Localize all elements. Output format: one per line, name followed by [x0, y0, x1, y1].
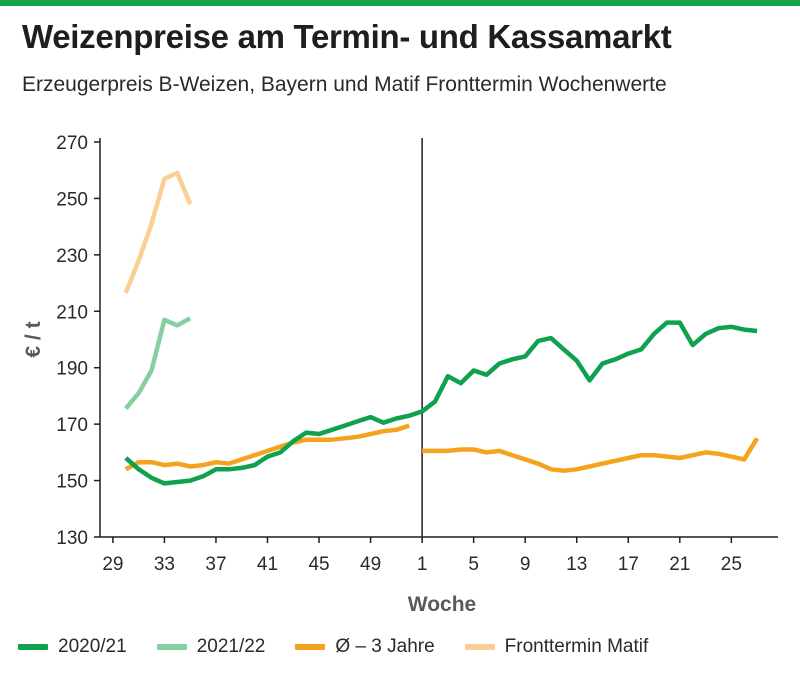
series-line-3-jahre [124, 423, 410, 472]
series-line-2021-22 [124, 316, 192, 411]
x-tick-label: 9 [520, 554, 531, 575]
legend-item: Ø – 3 Jahre [295, 636, 435, 658]
legend-item: Fronttermin Matif [464, 636, 649, 658]
x-tick-label: 5 [468, 554, 479, 575]
x-axis-title: Woche [408, 593, 476, 616]
x-tick-label: 1 [417, 554, 428, 575]
x-tick-label: 21 [669, 554, 690, 575]
x-tick-label: 29 [102, 554, 123, 575]
chart-ticks: 130 150 170 190 210 230 250 270 29 33 37 41 45 49 1 5 9 1… [22, 133, 742, 616]
series-line-3-jahre [422, 437, 760, 473]
legend-label: Fronttermin Matif [504, 636, 649, 657]
y-tick-label: 230 [56, 246, 88, 267]
top-accent-bar [0, 0, 800, 6]
chart-series [123, 170, 760, 486]
x-tick-label: 45 [308, 554, 329, 575]
y-tick-label: 250 [56, 189, 88, 210]
x-tick-label: 49 [360, 554, 381, 575]
y-tick-label: 190 [56, 359, 88, 380]
y-tick-label: 150 [56, 472, 88, 493]
x-tick-label: 13 [566, 554, 587, 575]
chart-axes [99, 138, 778, 538]
x-tick-label: 33 [154, 554, 175, 575]
legend-item: 2021/22 [156, 636, 266, 658]
chart-legend: 2020/21 2021/22 Ø – 3 Jahre Fronttermin Mat… [18, 634, 678, 660]
legend-label: 2020/21 [58, 636, 127, 657]
x-tick-label: 41 [257, 554, 278, 575]
series-line-2020-21 [124, 320, 758, 486]
legend-swatch [156, 644, 187, 650]
y-tick-label: 170 [56, 415, 88, 436]
legend-swatch [295, 644, 326, 650]
y-tick-label: 210 [56, 302, 88, 323]
chart-subtitle: Erzeugerpreis B-Weizen, Bayern und Matif… [22, 73, 667, 96]
chart-title: Weizenpreise am Termin- und Kassamarkt [22, 18, 672, 55]
series-line-fronttermin-matif [123, 170, 193, 294]
x-tick-label: 25 [721, 554, 742, 575]
y-tick-label: 130 [56, 528, 88, 549]
legend-label: Ø – 3 Jahre [335, 636, 435, 657]
y-tick-label: 270 [56, 133, 88, 154]
y-axis-title: € / t [22, 321, 45, 357]
x-tick-label: 37 [205, 554, 226, 575]
legend-swatch [18, 644, 48, 650]
legend-label: 2021/22 [196, 636, 266, 657]
x-tick-label: 17 [618, 554, 639, 575]
legend-item: 2020/21 [18, 636, 127, 658]
legend-swatch [464, 644, 495, 650]
